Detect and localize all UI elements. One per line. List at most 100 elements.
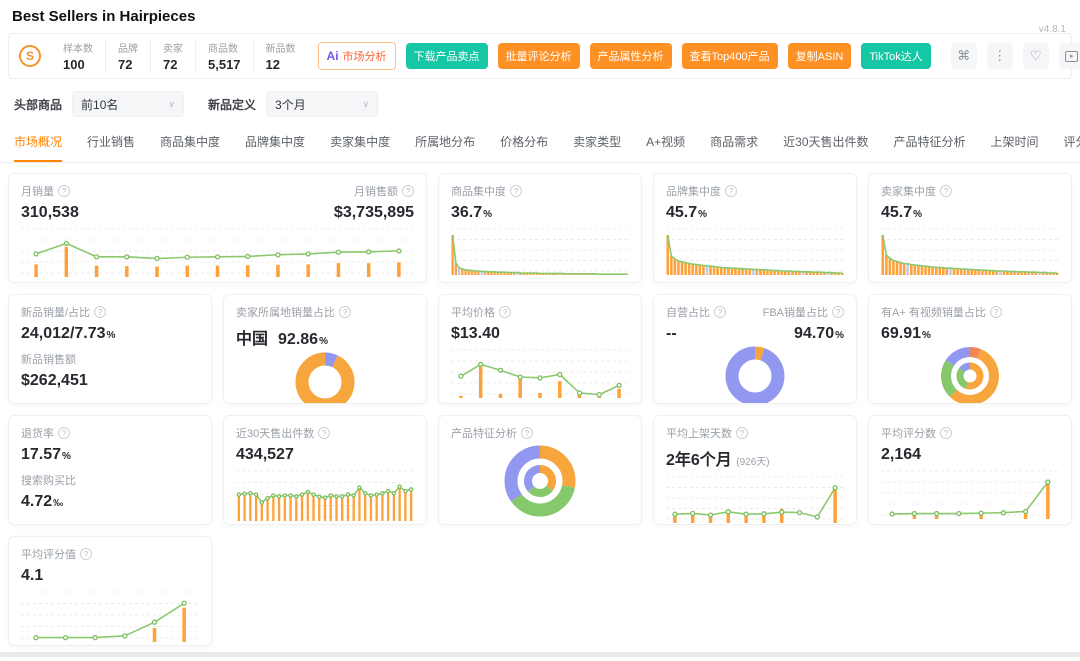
info-icon[interactable]: ?	[58, 185, 70, 197]
stat-value: 12	[266, 57, 296, 72]
product-attribute-analysis-button[interactable]: 产品属性分析	[590, 43, 672, 69]
stat-sample-count: 样本数 100	[51, 40, 106, 72]
tab-product-demand[interactable]: 商品需求	[710, 133, 758, 162]
tab-price-distribution[interactable]: 价格分布	[500, 133, 548, 162]
info-icon[interactable]: ?	[80, 548, 92, 560]
return-rate-label: 退货率 ?	[21, 425, 199, 441]
search-purchase-ratio-value: 4.72‰	[21, 493, 199, 511]
search-purchase-ratio-label: 搜索购买比	[21, 472, 199, 488]
new-product-definition-select[interactable]: 3个月 ∨	[266, 91, 378, 117]
new-product-definition-value: 3个月	[275, 96, 306, 113]
stat-value: 72	[118, 57, 138, 72]
version-label: v4.8.1	[1039, 24, 1066, 35]
view-top400-products-button[interactable]: 查看Top400产品	[682, 43, 778, 69]
info-icon[interactable]: ?	[402, 185, 414, 197]
seller-origin-donut	[236, 351, 414, 404]
tiktok-influencer-button[interactable]: TikTok达人	[861, 43, 930, 69]
info-icon[interactable]: ?	[736, 427, 748, 439]
stat-label: 商品数	[208, 40, 241, 55]
tab-units-sold-30d[interactable]: 近30天售出件数	[783, 133, 868, 162]
stat-value: 72	[163, 57, 183, 72]
info-icon[interactable]: ?	[521, 427, 533, 439]
stat-new-product-count: 新品数 12	[254, 40, 308, 72]
product-feature-donut	[451, 443, 629, 519]
info-icon[interactable]: ?	[940, 427, 952, 439]
card-fba-ratio: 自营占比 ? FBA销量占比 ? -- 94.70%	[653, 294, 857, 404]
card-return-rate: 退货率 ? 17.57% 搜索购买比 4.72‰	[8, 415, 212, 525]
brand-concentration-chart	[666, 227, 844, 282]
chevron-down-icon: ∨	[168, 99, 175, 110]
product-concentration-value: 36.7%	[451, 204, 629, 222]
units-sold-30d-label: 近30天售出件数 ?	[236, 425, 414, 441]
info-icon[interactable]: ?	[714, 306, 726, 318]
video-icon[interactable]: ▸	[1059, 43, 1080, 69]
card-average-rating-count: 平均评分数 ? 2,164	[868, 415, 1072, 525]
card-product-feature-analysis: 产品特征分析 ?	[438, 415, 642, 525]
aplus-video-ratio-value: 69.91%	[881, 325, 1059, 343]
brand-concentration-label: 品牌集中度 ?	[666, 183, 844, 199]
filter-row: 头部商品 前10名 ∨ 新品定义 3个月 ∨	[0, 79, 1080, 125]
tab-listing-time[interactable]: 上架时间	[991, 133, 1039, 162]
new-product-revenue-label: 新品销售额	[21, 351, 199, 367]
aplus-video-ratio-label: 有A+ 有视频销量占比 ?	[881, 304, 1059, 320]
info-icon[interactable]: ?	[832, 306, 844, 318]
more-icon[interactable]: ⋮	[987, 43, 1013, 69]
info-icon[interactable]: ?	[990, 306, 1002, 318]
info-icon[interactable]: ?	[725, 185, 737, 197]
info-icon[interactable]: ?	[58, 427, 70, 439]
seller-concentration-label: 卖家集中度 ?	[881, 183, 1059, 199]
monthly-revenue-label: 月销售额 ?	[354, 183, 414, 199]
tab-product-feature-analysis[interactable]: 产品特征分析	[894, 133, 966, 162]
average-price-value: $13.40	[451, 325, 629, 343]
tab-bar: 市场概况 行业销售 商品集中度 品牌集中度 卖家集中度 所属地分布 价格分布 卖…	[0, 125, 1080, 163]
stat-value: 5,517	[208, 57, 241, 72]
tab-product-concentration[interactable]: 商品集中度	[160, 133, 220, 162]
ai-market-analysis-button[interactable]: Ai 市场分析	[318, 42, 396, 70]
tab-rating-count[interactable]: 评分数	[1064, 133, 1080, 162]
page-header: Best Sellers in Hairpieces v4.8.1	[0, 0, 1080, 29]
tab-industry-sales[interactable]: 行业销售	[87, 133, 135, 162]
favorite-icon[interactable]: ♡	[1023, 43, 1049, 69]
tab-location-distribution[interactable]: 所属地分布	[415, 133, 475, 162]
info-icon[interactable]: ?	[94, 306, 106, 318]
card-average-price: 平均价格 ? $13.40	[438, 294, 642, 404]
tab-seller-concentration[interactable]: 卖家集中度	[330, 133, 390, 162]
info-icon[interactable]: ?	[510, 185, 522, 197]
batch-review-analysis-button[interactable]: 批量评论分析	[498, 43, 580, 69]
brand-concentration-value: 45.7%	[666, 204, 844, 222]
play-icon: ▸	[1065, 51, 1078, 62]
tab-seller-type[interactable]: 卖家类型	[573, 133, 621, 162]
card-average-listing-days: 平均上架天数 ? 2年6个月 (926天)	[653, 415, 857, 525]
cards-grid: 月销量 ? 月销售额 ? 310,538 $3,735,895 商品集中度 ? …	[8, 173, 1072, 646]
average-rating-count-chart	[881, 469, 1059, 525]
product-concentration-label: 商品集中度 ?	[451, 183, 629, 199]
return-rate-value: 17.57%	[21, 446, 199, 464]
card-aplus-video-ratio: 有A+ 有视频销量占比 ? 69.91%	[868, 294, 1072, 404]
head-products-value: 前10名	[81, 96, 118, 113]
info-icon[interactable]: ?	[499, 306, 511, 318]
layout-icon[interactable]: ⌘	[951, 43, 977, 69]
tab-market-overview[interactable]: 市场概况	[14, 133, 62, 162]
average-rating-count-value: 2,164	[881, 446, 1059, 464]
self-operated-ratio-label: 自营占比 ?	[666, 304, 726, 320]
new-product-definition-label: 新品定义	[208, 96, 256, 113]
average-price-label: 平均价格 ?	[451, 304, 629, 320]
summary-toolbar: S 样本数 100 品牌 72 卖家 72 商品数 5,517 新品数 12 A…	[8, 33, 1072, 79]
tab-brand-concentration[interactable]: 品牌集中度	[245, 133, 305, 162]
head-products-select[interactable]: 前10名 ∨	[72, 91, 184, 117]
horizontal-scrollbar[interactable]	[0, 652, 1080, 657]
info-icon[interactable]: ?	[940, 185, 952, 197]
fba-sales-ratio-value: 94.70%	[794, 325, 844, 343]
download-selling-points-button[interactable]: 下载产品卖点	[406, 43, 488, 69]
tab-aplus-video[interactable]: A+视频	[646, 133, 685, 162]
info-icon[interactable]: ?	[339, 306, 351, 318]
card-product-concentration: 商品集中度 ? 36.7%	[438, 173, 642, 283]
copy-asin-button[interactable]: 复制ASIN	[788, 43, 852, 69]
new-product-revenue-value: $262,451	[21, 372, 199, 390]
logo-icon: S	[19, 45, 41, 67]
stat-label: 新品数	[266, 40, 296, 55]
self-operated-ratio-value: --	[666, 325, 677, 343]
info-icon[interactable]: ?	[318, 427, 330, 439]
average-listing-days-chart	[666, 475, 844, 525]
stat-label: 样本数	[63, 40, 93, 55]
